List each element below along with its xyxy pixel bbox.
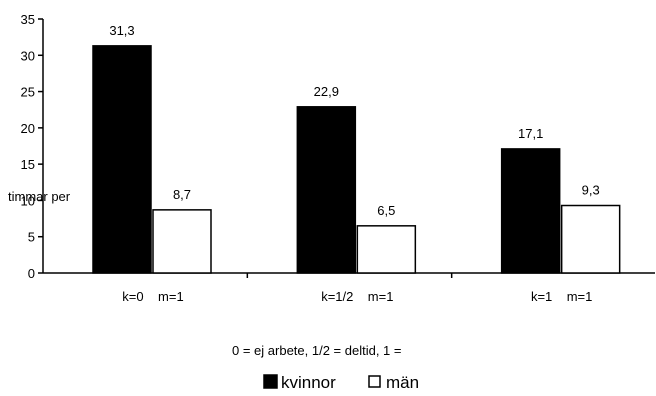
value-label-0-2: 17,1: [518, 126, 543, 141]
value-label-0-0: 31,3: [109, 23, 134, 38]
y-axis: 0 5 10 15 20 25 30 35: [21, 12, 44, 281]
category-label-2: k=1 m=1: [531, 289, 592, 304]
value-label-0-1: 22,9: [314, 84, 339, 99]
bar-kvinnor-1: [296, 106, 357, 274]
legend-label-kvinnor: kvinnor: [281, 373, 336, 392]
y-tick-label-3: 15: [21, 157, 35, 172]
category-label-0: k=0 m=1: [122, 289, 183, 304]
bar-kvinnor-2: [500, 148, 561, 274]
y-tick-label-1: 5: [28, 230, 35, 245]
y-axis-label: timmar per: [8, 189, 71, 204]
bars: [92, 45, 621, 274]
legend-swatch-kvinnor: [263, 374, 278, 389]
bar-man-1: [356, 225, 417, 274]
y-tick-label-0: 0: [28, 266, 35, 281]
legend: kvinnor män: [263, 373, 419, 392]
category-labels: k=0 m=1 k=1/2 m=1 k=1 m=1: [122, 289, 592, 304]
bar-man-2: [560, 204, 621, 274]
category-label-1: k=1/2 m=1: [321, 289, 393, 304]
y-tick-label-7: 35: [21, 12, 35, 27]
y-tick-label-4: 20: [21, 121, 35, 136]
legend-swatch-man: [368, 375, 381, 388]
bar-kvinnor-0: [92, 45, 152, 274]
bar-man-0: [152, 209, 212, 274]
value-label-1-1: 6,5: [377, 203, 395, 218]
value-labels: 31,3 8,7 22,9 6,5 17,1 9,3: [109, 23, 599, 218]
value-label-1-2: 9,3: [582, 183, 600, 198]
y-tick-label-6: 30: [21, 48, 35, 63]
y-tick-label-2: 10: [21, 193, 35, 208]
legend-label-man: män: [386, 373, 419, 392]
x-axis-note: 0 = ej arbete, 1/2 = deltid, 1 =: [232, 343, 401, 358]
y-tick-label-5: 25: [21, 85, 35, 100]
value-label-1-0: 8,7: [173, 187, 191, 202]
